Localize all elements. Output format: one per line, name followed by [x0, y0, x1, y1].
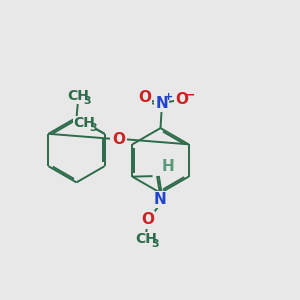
Text: 3: 3	[83, 96, 91, 106]
Text: O: O	[176, 92, 189, 107]
Text: N: N	[155, 96, 168, 111]
Text: O: O	[138, 90, 151, 105]
Text: O: O	[112, 131, 125, 147]
Text: CH: CH	[135, 232, 157, 246]
Text: N: N	[154, 192, 166, 207]
Text: −: −	[184, 88, 195, 102]
Text: H: H	[162, 159, 175, 174]
Text: O: O	[141, 212, 154, 227]
Text: 3: 3	[151, 239, 159, 249]
Text: CH: CH	[67, 89, 89, 103]
Text: 3: 3	[89, 123, 97, 133]
Text: CH: CH	[73, 116, 95, 130]
Text: +: +	[164, 92, 173, 102]
